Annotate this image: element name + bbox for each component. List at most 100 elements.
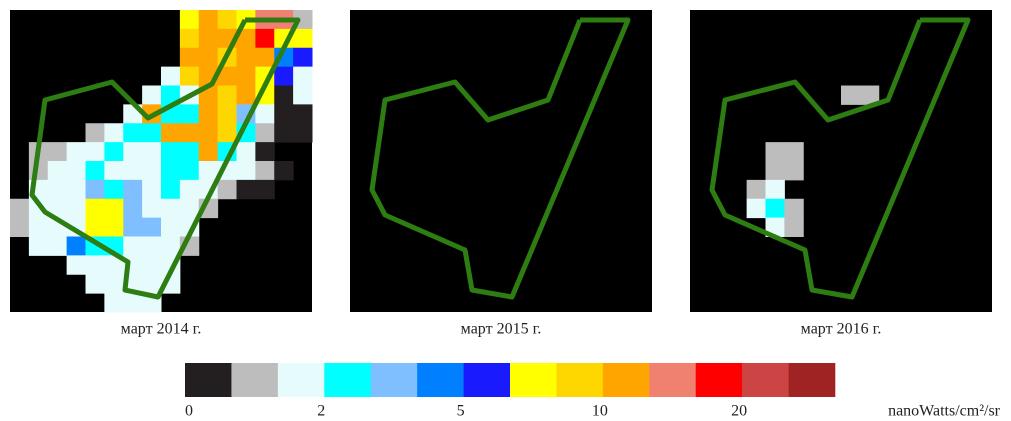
tick-label: 0	[185, 403, 193, 420]
pixel	[123, 237, 142, 256]
map-panel	[350, 10, 652, 312]
pixel	[104, 218, 123, 237]
pixel	[274, 67, 293, 86]
pixel	[841, 86, 860, 105]
pixel	[784, 142, 803, 161]
pixel	[142, 255, 161, 274]
pixel	[142, 86, 161, 105]
colorbar: 0251020	[185, 363, 835, 420]
color-swatch	[231, 363, 278, 397]
pixel	[67, 180, 86, 199]
pixel	[180, 67, 199, 86]
pixel	[274, 123, 293, 142]
pixel	[67, 142, 86, 161]
pixel	[255, 48, 274, 67]
pixel	[218, 104, 237, 123]
caption: март 2014 г.	[121, 321, 202, 338]
pixel	[218, 86, 237, 105]
pixel	[784, 161, 803, 180]
pixel	[237, 86, 256, 105]
pixel	[142, 180, 161, 199]
pixel	[255, 142, 274, 161]
pixel	[104, 142, 123, 161]
pixel	[180, 180, 199, 199]
color-swatch	[742, 363, 789, 397]
pixel	[48, 142, 67, 161]
pixel	[199, 161, 218, 180]
pixel	[104, 180, 123, 199]
color-swatch	[789, 363, 836, 397]
pixel	[255, 161, 274, 180]
tick-label: 10	[592, 403, 608, 420]
pixel	[218, 123, 237, 142]
pixel	[274, 161, 293, 180]
pixel	[86, 218, 105, 237]
pixel	[67, 237, 86, 256]
pixel	[747, 199, 766, 218]
pixel	[104, 123, 123, 142]
pixel	[180, 104, 199, 123]
pixel	[10, 218, 29, 237]
tick-label: 2	[317, 403, 325, 420]
color-swatch	[371, 363, 418, 397]
color-swatch	[185, 363, 232, 397]
pixel	[199, 10, 218, 29]
color-swatch	[556, 363, 603, 397]
pixel	[104, 274, 123, 293]
color-swatch	[278, 363, 325, 397]
pixel	[180, 142, 199, 161]
color-swatch	[510, 363, 557, 397]
pixel	[199, 104, 218, 123]
caption: март 2015 г.	[461, 321, 542, 338]
pixel	[67, 199, 86, 218]
pixel	[237, 67, 256, 86]
pixel	[161, 199, 180, 218]
pixel	[199, 29, 218, 48]
pixel	[142, 123, 161, 142]
pixel	[104, 293, 123, 312]
pixel	[237, 180, 256, 199]
pixel	[293, 123, 312, 142]
unit-label: nanoWatts/cm²/sr	[888, 403, 1001, 420]
pixel	[123, 199, 142, 218]
color-swatch	[464, 363, 511, 397]
pixel	[142, 199, 161, 218]
pixel	[123, 123, 142, 142]
pixel	[29, 237, 48, 256]
pixel	[10, 199, 29, 218]
pixel	[142, 142, 161, 161]
pixel	[293, 29, 312, 48]
pixel	[274, 104, 293, 123]
pixel	[293, 48, 312, 67]
pixel	[766, 199, 785, 218]
pixel	[86, 255, 105, 274]
color-swatch	[603, 363, 650, 397]
pixel	[218, 10, 237, 29]
pixel	[255, 123, 274, 142]
pixel	[237, 142, 256, 161]
tick-label: 5	[457, 403, 465, 420]
pixel	[142, 237, 161, 256]
pixel	[86, 274, 105, 293]
pixel	[255, 29, 274, 48]
pixel	[123, 161, 142, 180]
pixel	[255, 104, 274, 123]
pixel	[180, 10, 199, 29]
pixel	[161, 142, 180, 161]
pixel	[766, 161, 785, 180]
pixel	[142, 161, 161, 180]
pixel	[180, 123, 199, 142]
pixel	[123, 180, 142, 199]
pixel	[123, 142, 142, 161]
pixel	[274, 86, 293, 105]
pixel	[104, 161, 123, 180]
pixel	[747, 180, 766, 199]
pixel	[86, 180, 105, 199]
map-panel	[690, 10, 992, 312]
pixel	[766, 142, 785, 161]
pixel	[29, 218, 48, 237]
figure: март 2014 г. март 2015 г. март 2016 г. 0…	[0, 0, 1011, 421]
pixel	[86, 142, 105, 161]
pixel	[48, 161, 67, 180]
pixel	[180, 161, 199, 180]
